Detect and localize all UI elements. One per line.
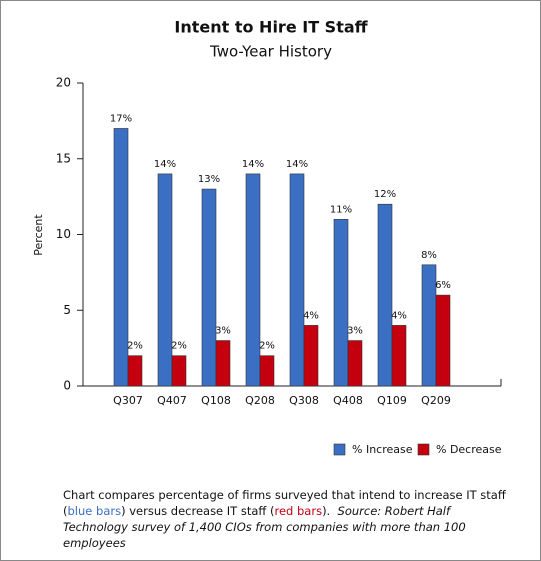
x-tick-label: Q408 bbox=[333, 394, 363, 407]
x-tick-label: Q308 bbox=[289, 394, 319, 407]
y-axis-label: Percent bbox=[32, 214, 45, 256]
bar bbox=[127, 355, 143, 387]
caption-blue: blue bars bbox=[67, 504, 122, 518]
value-label: 14% bbox=[242, 159, 264, 170]
x-tick-label: Q209 bbox=[421, 394, 451, 407]
value-label: 14% bbox=[286, 159, 308, 170]
value-label: 17% bbox=[110, 113, 132, 124]
y-tick-label: 20 bbox=[56, 76, 71, 90]
bar bbox=[421, 264, 437, 387]
legend-swatch bbox=[417, 443, 430, 456]
bar bbox=[377, 203, 393, 387]
value-label: 3% bbox=[215, 326, 231, 337]
y-tick-label: 10 bbox=[56, 227, 71, 241]
bar bbox=[347, 340, 363, 387]
bar bbox=[289, 173, 305, 387]
x-tick-label: Q407 bbox=[157, 394, 187, 407]
value-label: 14% bbox=[154, 159, 176, 170]
value-label: 4% bbox=[303, 310, 319, 321]
caption-source: Source: Robert Half Technology survey of… bbox=[63, 504, 466, 550]
value-label: 2% bbox=[171, 341, 187, 352]
bar bbox=[435, 294, 451, 387]
chart-title: Intent to Hire IT Staff bbox=[174, 18, 368, 37]
chart: Intent to Hire IT Staff Two-Year History… bbox=[32, 18, 502, 457]
y-tick-label: 5 bbox=[63, 303, 71, 317]
value-label: 8% bbox=[421, 250, 437, 261]
caption: Chart compares percentage of firms surve… bbox=[63, 487, 513, 551]
caption-text: Chart compares percentage of firms surve… bbox=[63, 488, 506, 518]
value-label: 2% bbox=[127, 341, 143, 352]
value-label: 2% bbox=[259, 341, 275, 352]
bar bbox=[245, 173, 261, 387]
x-tick-label: Q108 bbox=[201, 394, 231, 407]
legend-label: % Decrease bbox=[436, 443, 502, 456]
bar bbox=[157, 173, 173, 387]
value-label: 6% bbox=[435, 280, 451, 291]
value-label: 11% bbox=[330, 204, 352, 215]
x-tick-label: Q208 bbox=[245, 394, 275, 407]
bar bbox=[333, 219, 349, 387]
value-label: 3% bbox=[347, 326, 363, 337]
bar bbox=[113, 128, 129, 387]
caption-text: ). bbox=[322, 504, 331, 518]
y-tick-label: 15 bbox=[56, 151, 71, 165]
legend-swatch bbox=[333, 443, 346, 456]
chart-subtitle: Two-Year History bbox=[209, 43, 332, 61]
x-tick-label: Q109 bbox=[377, 394, 407, 407]
bar bbox=[171, 355, 187, 387]
y-tick-label: 0 bbox=[63, 379, 71, 393]
bar bbox=[303, 325, 319, 387]
bar bbox=[215, 340, 231, 387]
value-label: 12% bbox=[374, 189, 396, 200]
legend-label: % Increase bbox=[352, 443, 413, 456]
x-tick-label: Q307 bbox=[113, 394, 143, 407]
bar bbox=[391, 325, 407, 387]
caption-text: ) versus decrease IT staff ( bbox=[121, 504, 275, 518]
bar bbox=[259, 355, 275, 387]
caption-red: red bars bbox=[274, 504, 323, 518]
bar bbox=[201, 188, 217, 387]
value-label: 13% bbox=[198, 174, 220, 185]
value-label: 4% bbox=[391, 310, 407, 321]
